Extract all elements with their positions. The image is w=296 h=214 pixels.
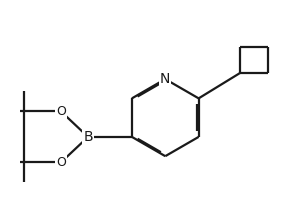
Text: O: O — [56, 105, 66, 118]
Text: O: O — [56, 156, 66, 169]
Text: N: N — [160, 72, 170, 86]
Text: B: B — [83, 130, 93, 144]
